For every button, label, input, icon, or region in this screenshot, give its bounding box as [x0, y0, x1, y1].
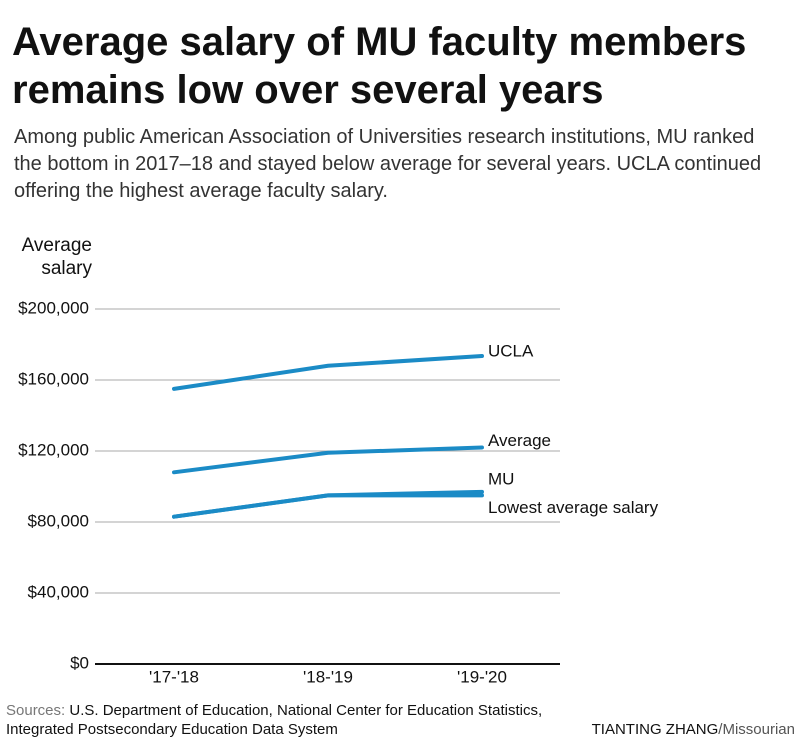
credit-name: TIANTING ZHANG — [591, 721, 719, 738]
line — [172, 493, 484, 519]
line — [172, 354, 484, 391]
credit: TIANTING ZHANG/Missourian — [592, 721, 795, 738]
y-tick-label: $0 — [70, 653, 89, 672]
y-tick-label: $120,000 — [18, 440, 89, 459]
source-text: U.S. Department of Education, National C… — [6, 702, 543, 738]
y-tick-label: $40,000 — [28, 582, 89, 601]
credit-org: /Missourian — [718, 721, 795, 738]
chart-title: Average salary of MU faculty members rem… — [12, 20, 747, 112]
series-label: Average — [488, 431, 551, 450]
y-tick-label: $200,000 — [18, 298, 89, 317]
series-label: MU — [488, 469, 514, 488]
source-label: Sources: — [6, 702, 66, 719]
x-tick-label: '19-'20 — [457, 667, 507, 686]
source: Sources: U.S. Department of Education, N… — [6, 701, 546, 739]
line — [172, 445, 484, 475]
y-tick-label: $80,000 — [28, 511, 89, 530]
series-label: Lowest average salary — [488, 498, 659, 517]
y-tick-label: $160,000 — [18, 369, 89, 388]
series-label: UCLA — [488, 342, 534, 361]
y-axis-title: Average salary — [21, 235, 92, 279]
chart-subtitle: Among public American Association of Uni… — [14, 126, 762, 202]
x-tick-label: '18-'19 — [303, 667, 353, 686]
x-tick-label: '17-'18 — [149, 667, 199, 686]
